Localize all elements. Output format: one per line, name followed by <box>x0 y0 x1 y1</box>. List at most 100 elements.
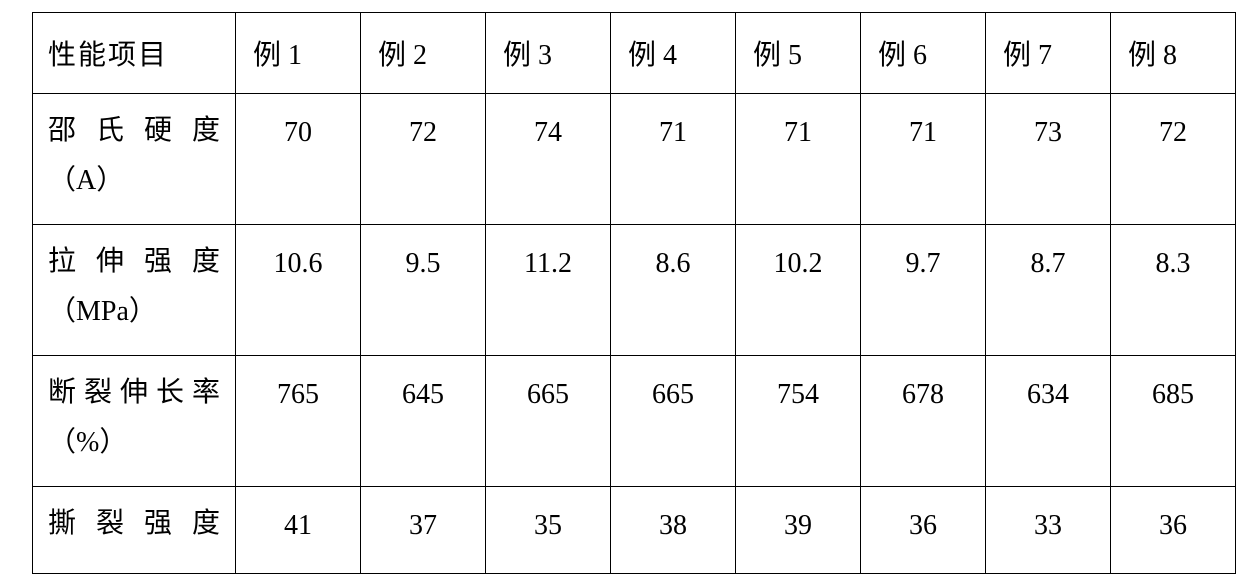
col-header: 例 6 <box>861 13 986 94</box>
table-cell: 665 <box>486 356 611 487</box>
table-cell: 11.2 <box>486 225 611 356</box>
row-label-main: 邵氏硬度 <box>48 107 220 155</box>
cell-value: 71 <box>862 95 984 157</box>
cell-value: 8.6 <box>612 226 734 288</box>
table-cell: 73 <box>986 94 1111 225</box>
table-cell: 36 <box>861 487 986 574</box>
col-header-text: 例 3 <box>487 14 609 80</box>
cell-value: 36 <box>1112 488 1234 550</box>
table-cell: 35 <box>486 487 611 574</box>
cell-value: 9.7 <box>862 226 984 288</box>
table-cell: 9.5 <box>361 225 486 356</box>
col-header: 例 8 <box>1111 13 1236 94</box>
table-cell: 8.6 <box>611 225 736 356</box>
cell-value: 10.6 <box>237 226 359 288</box>
table-cell: 754 <box>736 356 861 487</box>
table-cell: 72 <box>1111 94 1236 225</box>
table-cell: 8.7 <box>986 225 1111 356</box>
page: 性能项目 例 1 例 2 例 3 例 4 例 5 例 6 例 7 例 8 邵氏硬… <box>0 0 1240 573</box>
table-row: 断裂伸长率 （%） 765 645 665 665 754 678 634 68… <box>33 356 1236 487</box>
table-row: 撕裂强度 41 37 35 38 39 36 33 36 <box>33 487 1236 574</box>
cell-value: 71 <box>737 95 859 157</box>
col-header: 例 7 <box>986 13 1111 94</box>
cell-value: 665 <box>612 357 734 419</box>
row-label-unit: （MPa） <box>48 288 220 336</box>
cell-value: 73 <box>987 95 1109 157</box>
table-cell: 665 <box>611 356 736 487</box>
cell-value: 634 <box>987 357 1109 419</box>
row-label-cell: 邵氏硬度 （A） <box>33 94 236 225</box>
col-header: 例 3 <box>486 13 611 94</box>
row-label-cell: 断裂伸长率 （%） <box>33 356 236 487</box>
cell-value: 765 <box>237 357 359 419</box>
cell-value: 33 <box>987 488 1109 550</box>
properties-table: 性能项目 例 1 例 2 例 3 例 4 例 5 例 6 例 7 例 8 邵氏硬… <box>32 12 1236 574</box>
col-header-text: 例 5 <box>737 14 859 80</box>
cell-value: 9.5 <box>362 226 484 288</box>
table-cell: 39 <box>736 487 861 574</box>
cell-value: 11.2 <box>487 226 609 288</box>
col-header-text: 例 8 <box>1112 14 1234 80</box>
table-cell: 9.7 <box>861 225 986 356</box>
row-label-unit: （A） <box>48 157 220 205</box>
col-header-text: 例 2 <box>362 14 484 80</box>
col-header-text: 例 7 <box>987 14 1109 80</box>
row-label-cell: 拉伸强度 （MPa） <box>33 225 236 356</box>
table-cell: 38 <box>611 487 736 574</box>
cell-value: 70 <box>237 95 359 157</box>
table-cell: 634 <box>986 356 1111 487</box>
cell-value: 685 <box>1112 357 1234 419</box>
cell-value: 678 <box>862 357 984 419</box>
header-label-cell: 性能项目 <box>33 13 236 94</box>
col-header: 例 2 <box>361 13 486 94</box>
cell-value: 8.7 <box>987 226 1109 288</box>
col-header-text: 例 4 <box>612 14 734 80</box>
table-cell: 685 <box>1111 356 1236 487</box>
table-cell: 33 <box>986 487 1111 574</box>
table-cell: 678 <box>861 356 986 487</box>
table-cell: 36 <box>1111 487 1236 574</box>
cell-value: 71 <box>612 95 734 157</box>
cell-value: 35 <box>487 488 609 550</box>
row-label-cell: 撕裂强度 <box>33 487 236 574</box>
cell-value: 37 <box>362 488 484 550</box>
table-cell: 765 <box>236 356 361 487</box>
row-label-main: 拉伸强度 <box>48 238 220 286</box>
cell-value: 8.3 <box>1112 226 1234 288</box>
table-row: 拉伸强度 （MPa） 10.6 9.5 11.2 8.6 10.2 9.7 8.… <box>33 225 1236 356</box>
table-row: 邵氏硬度 （A） 70 72 74 71 71 71 73 72 <box>33 94 1236 225</box>
cell-value: 36 <box>862 488 984 550</box>
table-cell: 71 <box>611 94 736 225</box>
table-header-row: 性能项目 例 1 例 2 例 3 例 4 例 5 例 6 例 7 例 8 <box>33 13 1236 94</box>
cell-value: 39 <box>737 488 859 550</box>
row-label-unit: （%） <box>48 419 220 467</box>
cell-value: 72 <box>1112 95 1234 157</box>
cell-value: 754 <box>737 357 859 419</box>
cell-value: 74 <box>487 95 609 157</box>
cell-value: 665 <box>487 357 609 419</box>
col-header-text: 例 6 <box>862 14 984 80</box>
cell-value: 38 <box>612 488 734 550</box>
table-cell: 10.2 <box>736 225 861 356</box>
cell-value: 645 <box>362 357 484 419</box>
col-header: 例 5 <box>736 13 861 94</box>
table-cell: 70 <box>236 94 361 225</box>
col-header: 例 1 <box>236 13 361 94</box>
table-cell: 71 <box>861 94 986 225</box>
cell-value: 41 <box>237 488 359 550</box>
table-cell: 37 <box>361 487 486 574</box>
table-cell: 10.6 <box>236 225 361 356</box>
col-header: 例 4 <box>611 13 736 94</box>
cell-value: 10.2 <box>737 226 859 288</box>
table-cell: 645 <box>361 356 486 487</box>
table-cell: 72 <box>361 94 486 225</box>
table-cell: 41 <box>236 487 361 574</box>
table-cell: 71 <box>736 94 861 225</box>
table-cell: 74 <box>486 94 611 225</box>
table-cell: 8.3 <box>1111 225 1236 356</box>
row-label-main: 撕裂强度 <box>48 500 220 548</box>
header-label-text: 性能项目 <box>34 14 234 80</box>
row-label-main: 断裂伸长率 <box>48 369 220 417</box>
col-header-text: 例 1 <box>237 14 359 80</box>
cell-value: 72 <box>362 95 484 157</box>
